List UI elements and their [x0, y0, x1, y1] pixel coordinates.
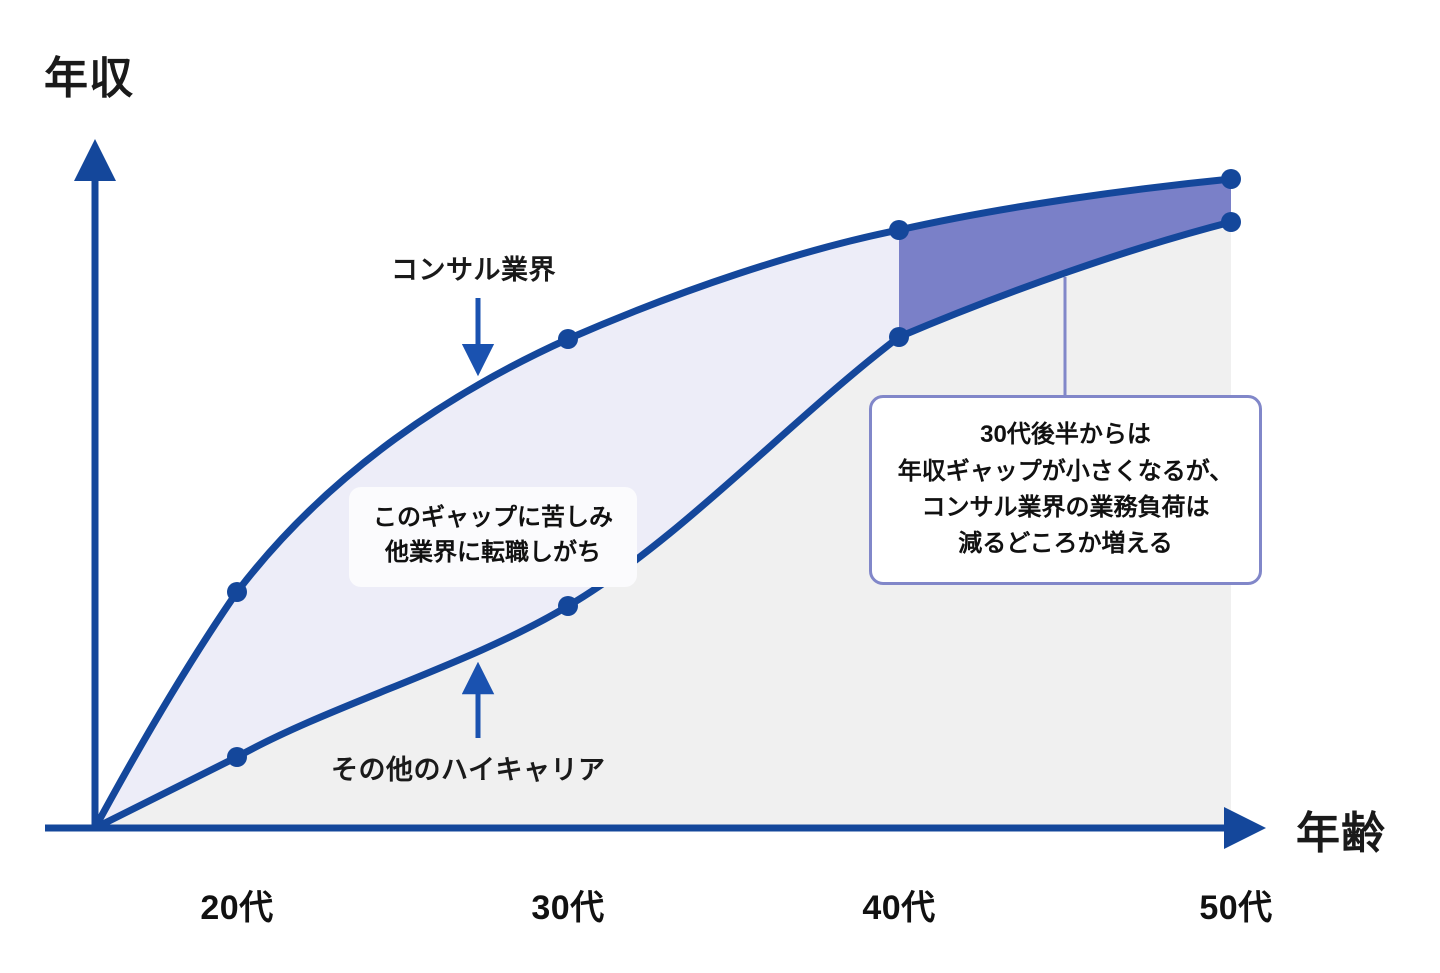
callout-line-3: コンサル業界の業務負荷は — [921, 494, 1210, 521]
data-point-consul-50 — [1221, 169, 1241, 189]
series-label-other-highcareer: その他のハイキャリア — [331, 755, 606, 785]
gap-area-fill — [95, 179, 1231, 828]
callout-line-1: 30代後半からは — [980, 421, 1151, 449]
series-label-consul: コンサル業界 — [391, 255, 556, 285]
x-tick-label-50s: 50代 — [1199, 889, 1273, 927]
x-tick-label-20s: 20代 — [200, 889, 274, 927]
highlight-gap-fill — [899, 179, 1231, 337]
data-point-consul-30 — [558, 329, 578, 349]
gap-note-line-2: 他業界に転職しがち — [385, 538, 601, 566]
x-tick-label-30s: 30代 — [531, 889, 605, 927]
gap-note-line-1: このギャップに苦しみ — [373, 504, 613, 531]
late-career-callout: 30代後半からは 年収ギャップが小さくなるが、 コンサル業界の業務負荷は 減るど… — [869, 395, 1262, 585]
data-point-consul-20 — [227, 582, 247, 602]
gap-note: このギャップに苦しみ 他業界に転職しがち — [349, 487, 637, 587]
callout-line-4: 減るどころか増える — [958, 530, 1173, 558]
data-point-other-20 — [227, 747, 247, 767]
data-point-other-50 — [1221, 212, 1241, 232]
x-tick-label-40s: 40代 — [862, 889, 936, 927]
data-point-other-30 — [558, 596, 578, 616]
base-area-fill — [95, 222, 1231, 828]
data-point-other-40 — [889, 327, 909, 347]
data-point-consul-40 — [889, 220, 909, 240]
x-axis-title: 年齢 — [1296, 809, 1386, 858]
callout-line-2: 年収ギャップが小さくなるが、 — [897, 457, 1234, 485]
y-axis-title: 年収 — [44, 54, 134, 103]
